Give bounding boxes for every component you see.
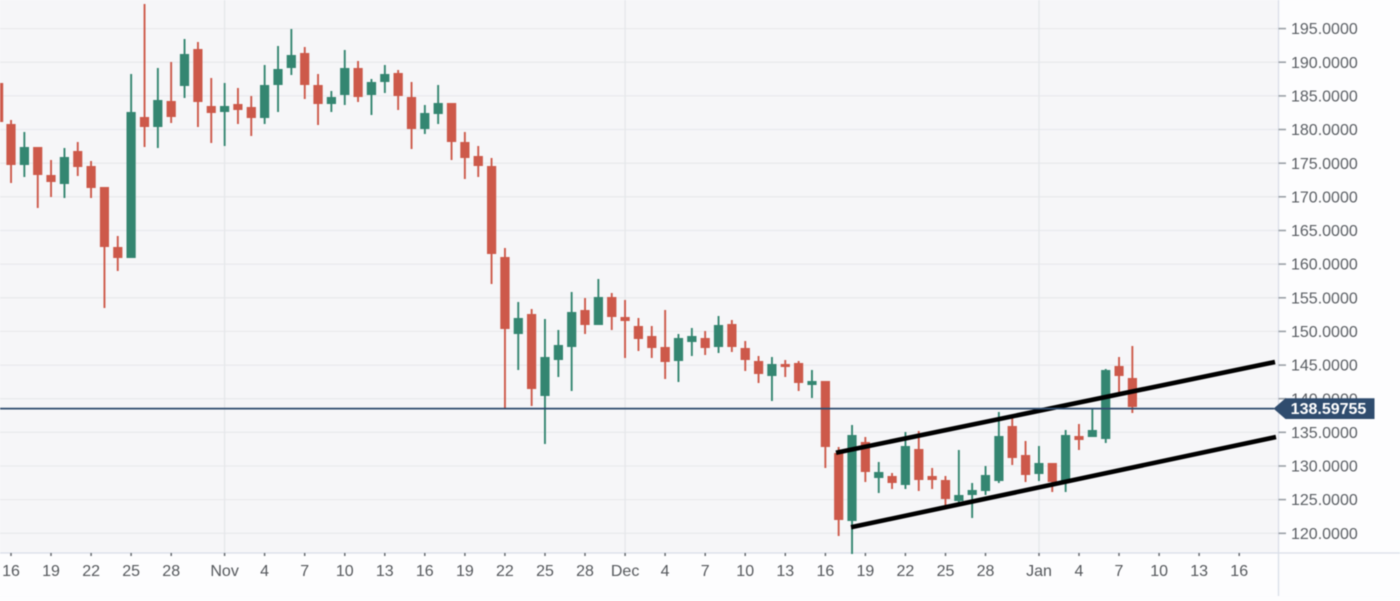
svg-text:13: 13 <box>376 563 394 580</box>
svg-text:Jan: Jan <box>1026 563 1052 580</box>
svg-text:138.59755: 138.59755 <box>1291 401 1367 418</box>
svg-text:22: 22 <box>82 563 100 580</box>
svg-text:22: 22 <box>897 563 915 580</box>
svg-text:19: 19 <box>456 563 474 580</box>
svg-text:13: 13 <box>1190 563 1208 580</box>
svg-text:28: 28 <box>162 563 180 580</box>
svg-text:22: 22 <box>496 563 514 580</box>
svg-text:Nov: Nov <box>210 563 238 580</box>
svg-text:10: 10 <box>1150 563 1168 580</box>
svg-text:25: 25 <box>937 563 955 580</box>
svg-text:19: 19 <box>42 563 60 580</box>
svg-text:28: 28 <box>576 563 594 580</box>
svg-text:4: 4 <box>1075 563 1084 580</box>
svg-text:25: 25 <box>122 563 140 580</box>
svg-text:13: 13 <box>776 563 794 580</box>
svg-text:160.0000: 160.0000 <box>1291 257 1358 274</box>
svg-text:130.0000: 130.0000 <box>1291 459 1358 476</box>
svg-text:4: 4 <box>260 563 269 580</box>
svg-text:7: 7 <box>701 563 710 580</box>
svg-text:7: 7 <box>1115 563 1124 580</box>
svg-text:125.0000: 125.0000 <box>1291 492 1358 509</box>
svg-text:16: 16 <box>1230 563 1248 580</box>
svg-text:190.0000: 190.0000 <box>1291 55 1358 72</box>
svg-text:175.0000: 175.0000 <box>1291 156 1358 173</box>
svg-text:25: 25 <box>536 563 554 580</box>
svg-text:7: 7 <box>300 563 309 580</box>
svg-text:155.0000: 155.0000 <box>1291 290 1358 307</box>
svg-text:10: 10 <box>736 563 754 580</box>
svg-text:145.0000: 145.0000 <box>1291 358 1358 375</box>
svg-text:135.0000: 135.0000 <box>1291 425 1358 442</box>
svg-text:180.0000: 180.0000 <box>1291 122 1358 139</box>
svg-text:150.0000: 150.0000 <box>1291 324 1358 341</box>
svg-text:185.0000: 185.0000 <box>1291 89 1358 106</box>
svg-text:19: 19 <box>857 563 875 580</box>
svg-text:Dec: Dec <box>611 563 639 580</box>
svg-text:16: 16 <box>817 563 835 580</box>
svg-text:195.0000: 195.0000 <box>1291 21 1358 38</box>
svg-text:28: 28 <box>977 563 995 580</box>
svg-text:16: 16 <box>2 563 20 580</box>
svg-text:4: 4 <box>661 563 670 580</box>
svg-text:170.0000: 170.0000 <box>1291 189 1358 206</box>
svg-text:16: 16 <box>416 563 434 580</box>
svg-text:10: 10 <box>336 563 354 580</box>
svg-text:165.0000: 165.0000 <box>1291 223 1358 240</box>
svg-text:120.0000: 120.0000 <box>1291 526 1358 543</box>
